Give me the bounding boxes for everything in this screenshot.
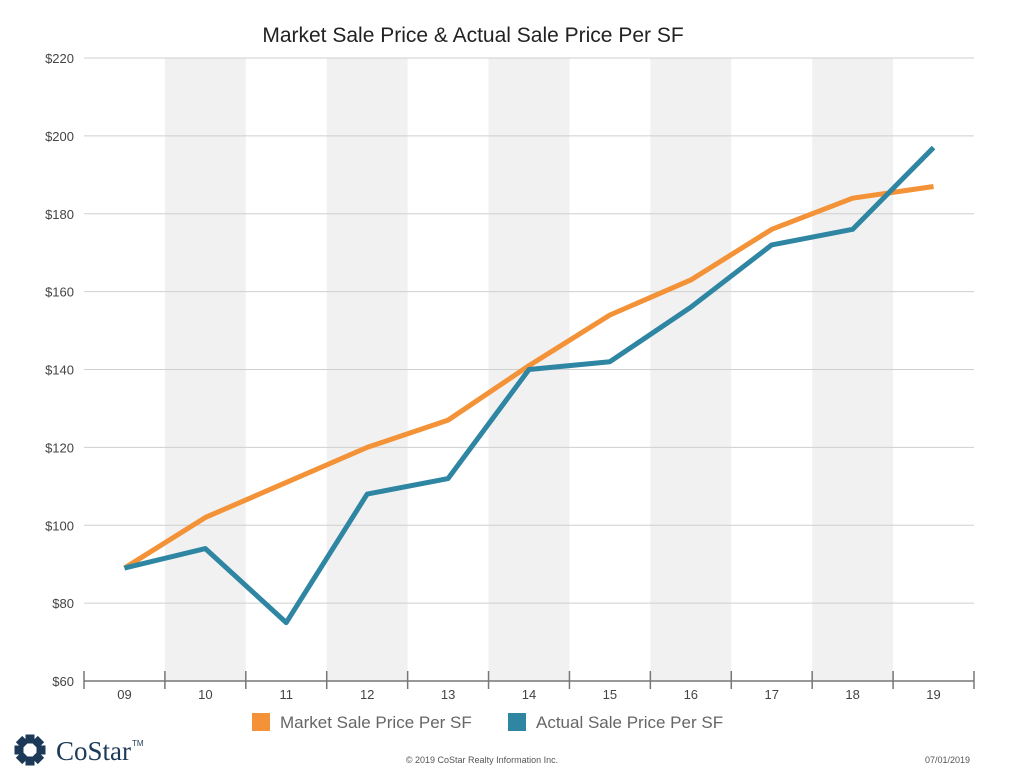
y-tick-label: $140	[45, 363, 74, 378]
y-axis-ticks: $220 $200 $180 $160 $140 $120 $100 $80 $60	[45, 51, 74, 689]
logo-star-segment	[14, 745, 24, 755]
x-tick-label: 16	[684, 687, 698, 702]
series-line-market-sale-price	[123, 184, 934, 571]
legend-label: Market Sale Price Per SF	[280, 713, 472, 732]
logo-star-segment	[36, 745, 46, 755]
x-tick-label: 10	[198, 687, 212, 702]
legend-swatch	[508, 713, 526, 731]
x-tick-label: 11	[280, 687, 294, 702]
series-line-actual-sale-price	[123, 145, 936, 626]
x-axis: 09 10 11 12 13 14 15 16 17 18 19	[83, 671, 975, 702]
y-tick-label: $180	[45, 207, 74, 222]
brand-name: CoStar	[56, 736, 131, 766]
brand-trademark: TM	[132, 739, 144, 748]
series-lines	[123, 145, 936, 626]
x-tick-label: 13	[441, 687, 455, 702]
costar-star-icon	[14, 734, 46, 766]
x-tick-label: 15	[603, 687, 617, 702]
legend-swatch	[252, 713, 270, 731]
logo-star-segment	[25, 756, 35, 766]
copyright-text: © 2019 CoStar Realty Information Inc.	[406, 755, 558, 765]
x-tick-label: 19	[926, 687, 940, 702]
y-tick-label: $220	[45, 51, 74, 66]
y-tick-label: $100	[45, 518, 74, 533]
y-tick-label: $200	[45, 129, 74, 144]
logo-star-segment	[25, 734, 35, 744]
x-tick-label: 14	[522, 687, 536, 702]
grid-lines	[84, 57, 974, 604]
x-tick-label: 17	[764, 687, 778, 702]
chart-title: Market Sale Price & Actual Sale Price Pe…	[262, 24, 683, 47]
y-tick-label: $160	[45, 285, 74, 300]
x-tick-label: 12	[360, 687, 374, 702]
y-tick-label: $60	[52, 674, 74, 689]
legend: Market Sale Price Per SF Actual Sale Pric…	[252, 713, 723, 732]
x-tick-label: 09	[117, 687, 131, 702]
report-date: 07/01/2019	[925, 755, 970, 765]
x-tick-label: 18	[845, 687, 859, 702]
legend-label: Actual Sale Price Per SF	[536, 713, 723, 732]
costar-logo: CoStar TM	[14, 734, 144, 766]
y-tick-label: $120	[45, 440, 74, 455]
y-tick-label: $80	[52, 596, 74, 611]
